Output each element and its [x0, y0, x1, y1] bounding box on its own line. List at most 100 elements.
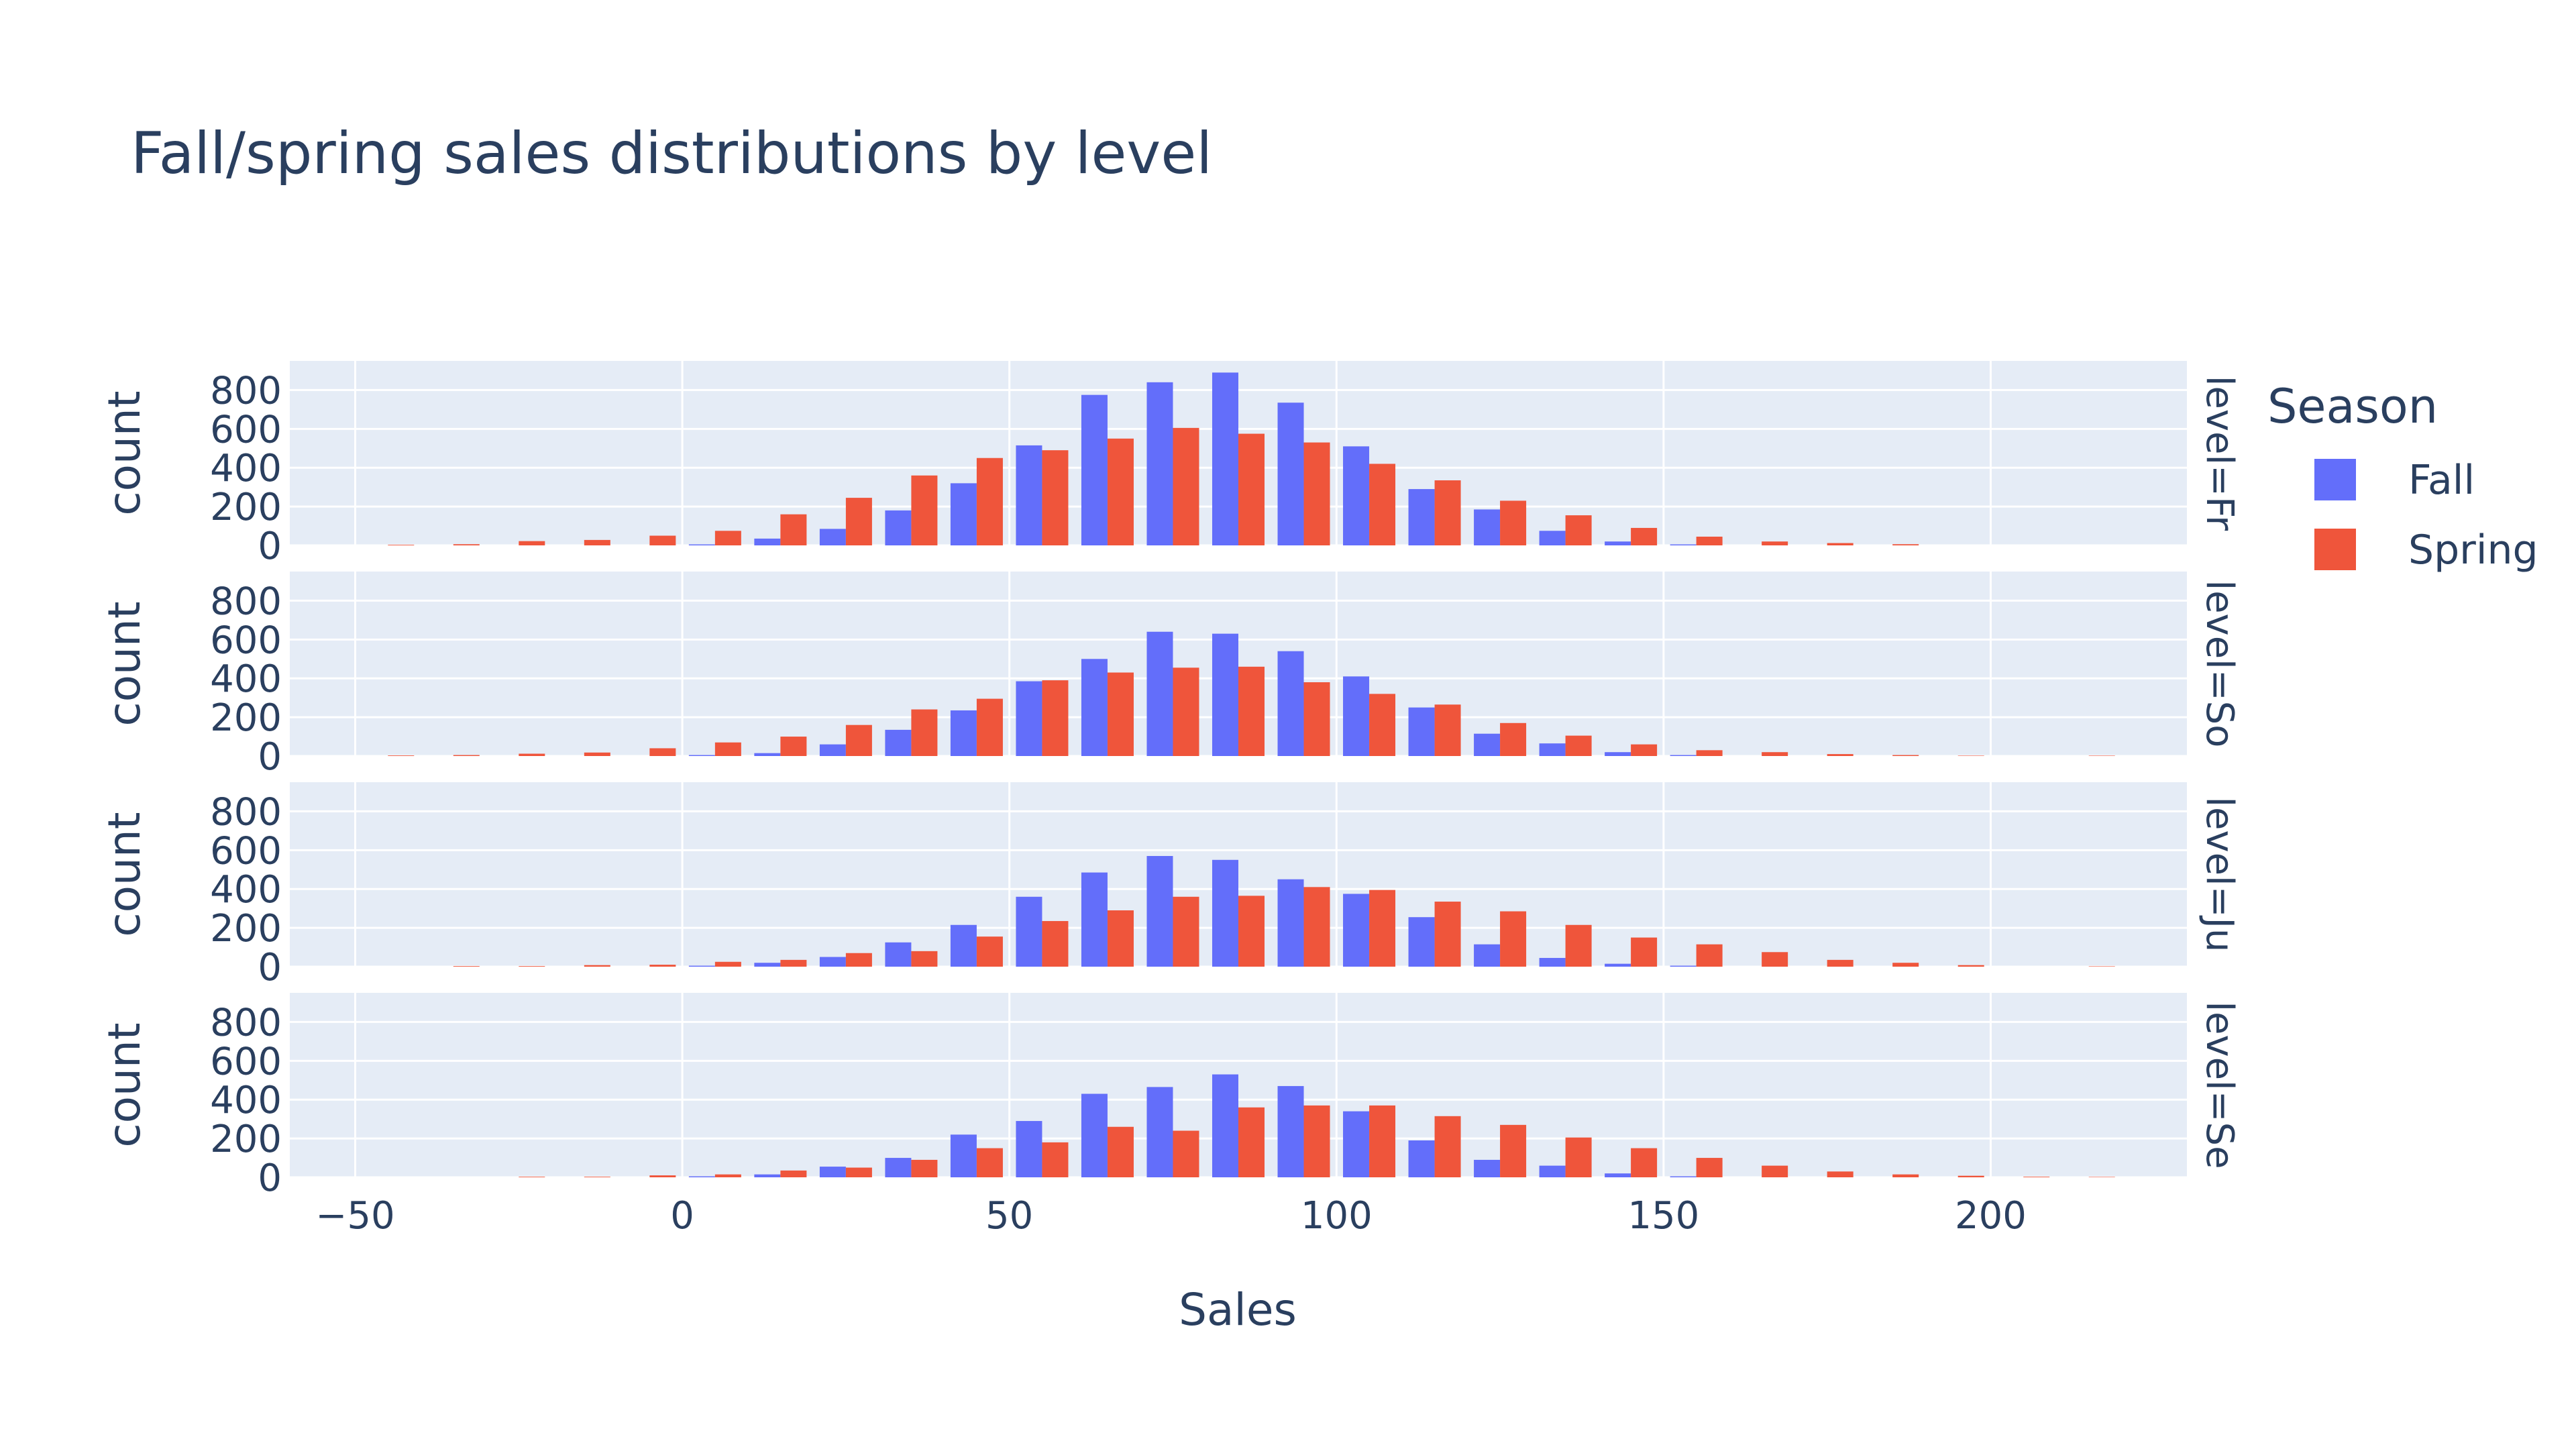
bar-spring[interactable] — [1500, 500, 1527, 545]
bar-spring[interactable] — [1303, 442, 1330, 545]
bar-spring[interactable] — [1500, 722, 1527, 756]
legend-item-fall[interactable]: Fall — [2314, 457, 2475, 504]
bar-fall[interactable] — [1081, 872, 1108, 967]
legend-item-spring[interactable]: Spring — [2314, 527, 2538, 574]
bar-spring[interactable] — [1173, 667, 1199, 756]
bar-fall[interactable] — [1146, 631, 1173, 756]
bar-spring[interactable] — [584, 539, 610, 545]
bar-spring[interactable] — [1369, 694, 1396, 756]
bar-fall[interactable] — [1605, 963, 1631, 967]
bar-spring[interactable] — [1762, 1165, 1788, 1177]
bar-spring[interactable] — [976, 1148, 1003, 1177]
bar-fall[interactable] — [885, 510, 912, 545]
bar-fall[interactable] — [819, 529, 846, 545]
bar-fall[interactable] — [1146, 856, 1173, 967]
bar-spring[interactable] — [911, 951, 938, 967]
bar-fall[interactable] — [1474, 509, 1501, 545]
bar-spring[interactable] — [388, 755, 415, 756]
bar-spring[interactable] — [1565, 735, 1592, 756]
bar-spring[interactable] — [453, 755, 480, 756]
bar-fall[interactable] — [688, 755, 715, 756]
bar-fall[interactable] — [1539, 957, 1566, 967]
bar-spring[interactable] — [1762, 541, 1788, 545]
bar-fall[interactable] — [1212, 859, 1238, 967]
bar-spring[interactable] — [1500, 1124, 1527, 1177]
bar-spring[interactable] — [1434, 480, 1461, 545]
bar-spring[interactable] — [1042, 920, 1069, 967]
bar-fall[interactable] — [1539, 1165, 1566, 1177]
bar-spring[interactable] — [1631, 937, 1658, 967]
bar-spring[interactable] — [1303, 1105, 1330, 1177]
bar-fall[interactable] — [885, 942, 912, 967]
bar-spring[interactable] — [1762, 752, 1788, 756]
bar-spring[interactable] — [2088, 966, 2115, 967]
bar-spring[interactable] — [1957, 755, 1984, 756]
bar-fall[interactable] — [1474, 733, 1501, 756]
bar-fall[interactable] — [1016, 896, 1042, 967]
bar-spring[interactable] — [1434, 1116, 1461, 1177]
bar-fall[interactable] — [819, 957, 846, 967]
bar-fall[interactable] — [754, 963, 781, 967]
bar-spring[interactable] — [1434, 704, 1461, 756]
bar-spring[interactable] — [649, 1175, 676, 1177]
bar-spring[interactable] — [1107, 910, 1134, 967]
bar-spring[interactable] — [911, 709, 938, 756]
bar-spring[interactable] — [976, 698, 1003, 756]
bar-fall[interactable] — [1474, 944, 1501, 967]
bar-fall[interactable] — [885, 1158, 912, 1177]
bar-spring[interactable] — [1827, 1171, 1854, 1177]
bar-spring[interactable] — [1107, 438, 1134, 545]
bar-fall[interactable] — [688, 965, 715, 967]
bar-fall[interactable] — [1212, 633, 1238, 756]
bar-fall[interactable] — [950, 710, 977, 756]
bar-spring[interactable] — [1696, 944, 1723, 967]
bar-spring[interactable] — [911, 1159, 938, 1177]
bar-fall[interactable] — [754, 538, 781, 545]
bar-spring[interactable] — [845, 953, 872, 967]
bar-fall[interactable] — [950, 924, 977, 967]
bar-spring[interactable] — [453, 966, 480, 967]
bar-fall[interactable] — [754, 753, 781, 756]
bar-spring[interactable] — [1762, 952, 1788, 967]
bar-fall[interactable] — [754, 1174, 781, 1177]
bar-spring[interactable] — [780, 959, 807, 967]
bar-spring[interactable] — [1107, 1126, 1134, 1177]
bar-fall[interactable] — [1277, 1085, 1304, 1177]
bar-spring[interactable] — [780, 737, 807, 756]
bar-spring[interactable] — [1369, 1105, 1396, 1177]
bar-fall[interactable] — [1343, 446, 1370, 545]
bar-fall[interactable] — [1343, 676, 1370, 756]
bar-fall[interactable] — [1670, 755, 1697, 756]
bar-spring[interactable] — [1238, 896, 1265, 967]
bar-spring[interactable] — [1696, 1158, 1723, 1177]
bar-spring[interactable] — [1042, 450, 1069, 545]
bar-spring[interactable] — [911, 475, 938, 545]
bar-fall[interactable] — [1081, 659, 1108, 756]
bar-fall[interactable] — [1474, 1159, 1501, 1177]
bar-fall[interactable] — [1408, 707, 1435, 756]
bar-spring[interactable] — [1238, 433, 1265, 545]
bar-fall[interactable] — [1277, 879, 1304, 967]
bar-fall[interactable] — [1016, 1121, 1042, 1177]
bar-spring[interactable] — [780, 514, 807, 545]
bar-spring[interactable] — [1631, 1148, 1658, 1177]
legend[interactable]: Season Fall Spring — [2267, 379, 2538, 574]
bar-spring[interactable] — [1238, 1107, 1265, 1177]
bar-spring[interactable] — [1957, 965, 1984, 967]
bar-spring[interactable] — [1565, 924, 1592, 967]
bar-spring[interactable] — [714, 1174, 741, 1177]
bar-spring[interactable] — [1696, 750, 1723, 756]
bar-spring[interactable] — [1173, 427, 1199, 545]
bar-fall[interactable] — [1539, 743, 1566, 756]
bar-spring[interactable] — [584, 752, 610, 756]
bar-fall[interactable] — [1146, 382, 1173, 545]
bar-spring[interactable] — [1173, 1130, 1199, 1177]
bar-spring[interactable] — [453, 544, 480, 545]
bar-fall[interactable] — [950, 1134, 977, 1177]
bar-fall[interactable] — [1081, 1093, 1108, 1177]
bar-fall[interactable] — [1670, 965, 1697, 967]
bar-spring[interactable] — [1565, 1137, 1592, 1177]
bar-spring[interactable] — [1500, 911, 1527, 967]
bar-spring[interactable] — [1892, 544, 1919, 545]
bar-fall[interactable] — [1408, 489, 1435, 545]
